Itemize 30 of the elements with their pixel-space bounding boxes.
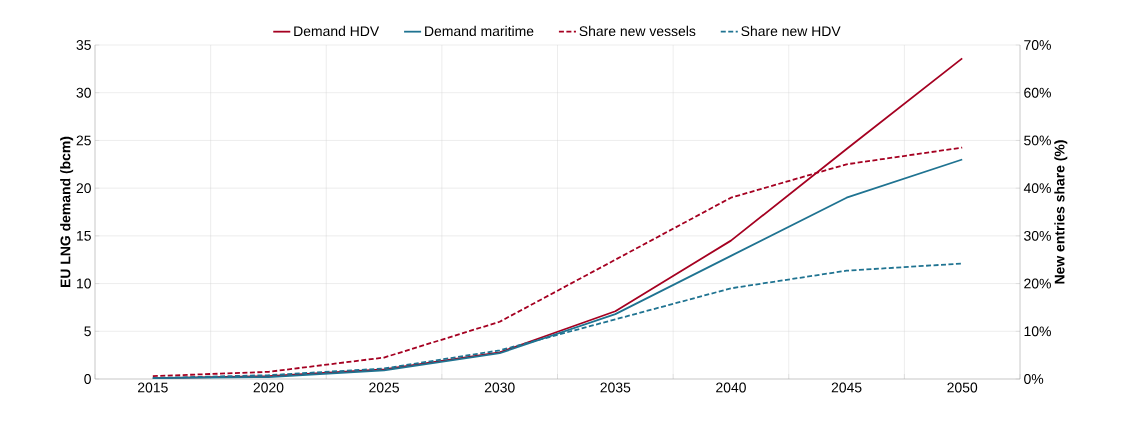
y-tick-label: 15 — [77, 230, 91, 241]
legend-label: Share new vessels — [579, 25, 696, 37]
x-tick-label: 2020 — [253, 382, 284, 393]
x-tick-label: 2040 — [716, 382, 746, 393]
y-tick-label: 10 — [77, 278, 91, 289]
legend-label: Share new HDV — [741, 25, 841, 37]
x-tick-label: 2030 — [484, 382, 515, 393]
y-tick-label: 5 — [84, 326, 91, 337]
y2-tick-label: 40% — [1023, 183, 1051, 194]
y2-axis-title: New entries share (%) — [1054, 140, 1068, 284]
legend-label: Demand HDV — [294, 25, 380, 37]
y-tick-label: 0 — [84, 374, 91, 384]
y2-tick-label: 0% — [1024, 374, 1044, 384]
x-tick-label: 2050 — [947, 382, 978, 393]
y-tick-label: 25 — [76, 135, 91, 146]
y2-tick-label: 20% — [1024, 278, 1051, 289]
y2-tick-label: 70% — [1024, 40, 1051, 50]
y2-tick-label: 60% — [1024, 87, 1051, 98]
y2-tick-label: 50% — [1024, 135, 1051, 146]
y2-tick-label: 30% — [1024, 230, 1051, 241]
y2-tick-label: 10% — [1024, 326, 1051, 337]
y-tick-label: 30 — [76, 87, 91, 98]
x-tick-label: 2015 — [138, 382, 168, 393]
x-tick-label: 2035 — [600, 382, 631, 393]
legend-label: Demand maritime — [425, 25, 534, 37]
x-tick-label: 2025 — [369, 382, 399, 393]
y-tick-label: 35 — [76, 40, 91, 50]
x-tick-label: 2045 — [831, 382, 862, 393]
y-tick-label: 20 — [76, 183, 91, 194]
y-axis-title: EU LNG demand (bcm) — [60, 136, 74, 288]
